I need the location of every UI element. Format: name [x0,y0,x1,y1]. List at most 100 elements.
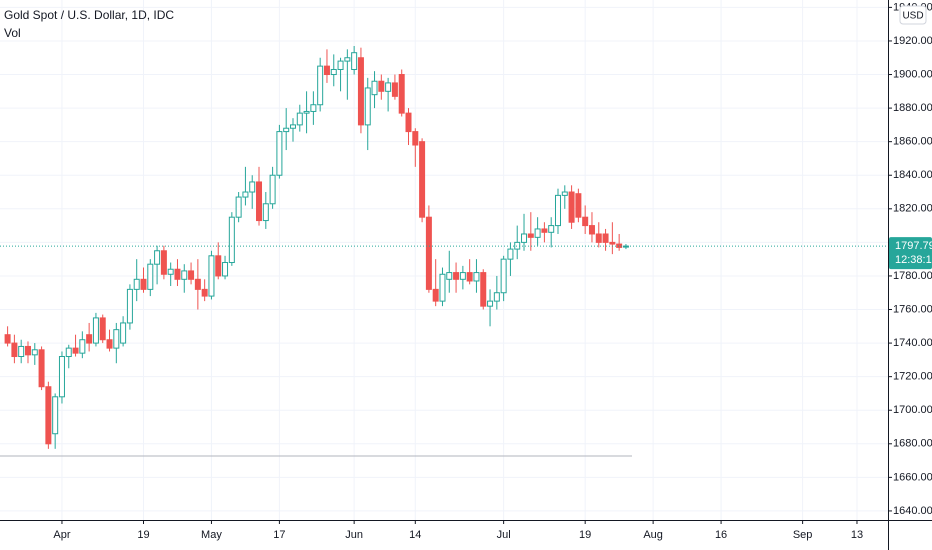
candle-body [283,127,290,133]
candle-body [174,268,181,280]
last-price-label: 1797.79 [895,240,932,252]
x-tick-label: 19 [579,529,591,541]
candle-body [72,347,79,354]
candle-body [52,396,59,435]
candle-body [541,228,548,233]
x-tick-label: 16 [715,529,727,541]
candle-body [269,174,276,205]
candle-body [357,57,364,126]
candle-body [215,255,222,277]
candle-body [222,262,229,277]
y-tick-label: 1860.00 [893,136,932,148]
candle-body [11,342,18,358]
candle-body [622,245,629,248]
chart-title: Gold Spot / U.S. Dollar, 1D, IDC [4,8,174,22]
candle-body [188,270,195,280]
candle-body [487,300,494,307]
candle-body [120,322,127,344]
candle-body [378,80,385,92]
candle-body [296,112,303,126]
candle-body [65,347,72,358]
candle-body [527,233,534,238]
candle-body [58,356,65,398]
candle-body [514,241,521,250]
candle-body [425,216,432,290]
candle-body [228,216,235,264]
y-tick-label: 1700.00 [893,404,932,416]
y-tick-label: 1920.00 [893,35,932,47]
candle-body [480,272,487,307]
candle-body [412,131,419,146]
candle-body [235,196,242,218]
indicator-label[interactable]: Vol [4,26,21,40]
candle-body [609,241,616,245]
candle-body [31,349,38,356]
candle-body [351,52,358,70]
last-price-box [889,237,932,270]
candle-body [602,233,609,243]
y-tick-label: 1840.00 [893,169,932,181]
candle-body [317,65,324,106]
candle-body [92,317,99,344]
x-tick-label: Sep [793,529,813,541]
y-tick-label: 1640.00 [893,505,932,517]
candle-body [167,268,174,275]
candle-body [201,288,208,297]
candle-body [181,270,188,280]
candle-body [303,110,310,114]
candle-body [79,339,86,354]
candle-body [330,68,337,76]
x-tick-label: 14 [409,529,421,541]
y-tick-label: 1820.00 [893,203,932,215]
candle-body [126,288,133,324]
candle-body [344,57,351,62]
candles [0,45,888,449]
candle-body [391,82,398,97]
candle-body [439,273,446,302]
candle-body [99,317,106,341]
x-tick-label: Apr [53,529,70,541]
candle-body [24,345,31,356]
y-tick-label: 1680.00 [893,438,932,450]
y-tick-label: 1900.00 [893,68,932,80]
candle-body [140,278,147,290]
x-tick-label: Jul [497,529,511,541]
candle-body [554,194,561,227]
y-tick-label: 1720.00 [893,371,932,383]
x-tick-label: 13 [851,529,863,541]
candle-body [113,329,120,349]
candle-body [385,82,392,92]
candle-body [45,386,52,445]
candle-body [249,181,256,193]
y-tick-label: 1880.00 [893,102,932,114]
candle-body [154,250,161,265]
candle-body [453,272,460,280]
candle-body [398,74,405,114]
candle-body [256,181,263,222]
y-tick-label: 1780.00 [893,270,932,282]
candle-body [106,339,113,349]
candle-body [147,263,154,290]
candle-body [160,250,167,275]
candle-body [133,278,140,290]
candle-body [493,292,500,302]
x-tick-label: May [201,529,222,541]
currency-label[interactable]: USD [902,11,923,22]
candle-body [616,243,623,248]
candle-body [18,345,25,358]
candle-body [548,225,555,233]
candle-body [466,272,473,282]
x-tick-label: Jun [345,529,363,541]
candle-body [588,225,595,235]
candle-body [446,272,453,280]
candle-body [568,191,575,223]
candle-body [500,258,507,294]
candle-body [473,272,480,282]
currency-box[interactable] [899,5,927,25]
candle-body [575,193,582,218]
x-tick-label: 17 [273,529,285,541]
y-tick-label: 1660.00 [893,471,932,483]
